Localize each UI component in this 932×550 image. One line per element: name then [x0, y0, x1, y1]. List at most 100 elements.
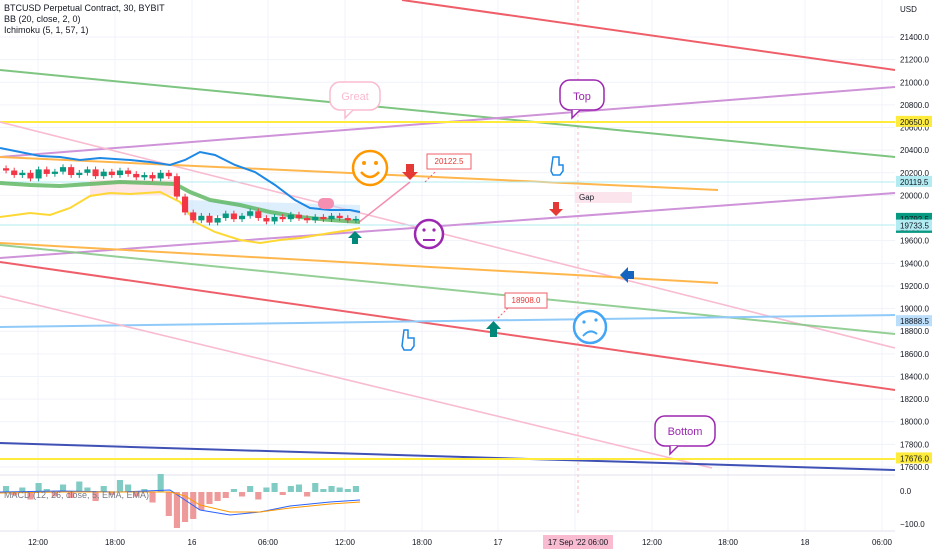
- time-highlight-label: 17 Sep '22 06:00: [548, 538, 609, 547]
- price-tick-1: 21200.0: [900, 56, 929, 65]
- legend-bb[interactable]: BB (20, close, 2, 0): [4, 14, 81, 24]
- blue-arrow-left-icon: [620, 267, 634, 283]
- candle-body: [11, 170, 18, 176]
- candle-body: [214, 218, 221, 223]
- price-label-bg-0: [896, 115, 932, 127]
- macd-hist-bar: [238, 492, 246, 497]
- candle-body: [344, 218, 351, 221]
- price-tick-17: 17800.0: [900, 440, 929, 449]
- trendline-pink-lower: [0, 295, 713, 469]
- macd-hist-bar: [27, 492, 34, 500]
- arrow-line-up: [357, 181, 411, 224]
- macd-hist-bar: [230, 489, 237, 492]
- candle-body: [279, 216, 286, 220]
- macd-hist-bar: [108, 492, 115, 495]
- macd-signal-line: [0, 491, 361, 513]
- candle-body: [312, 216, 319, 221]
- candle-body: [3, 168, 10, 171]
- macd-hist-bar: [19, 487, 26, 492]
- macd-hist-bar: [320, 489, 327, 492]
- macd-tick-1: −100.0: [900, 520, 925, 529]
- trendline-navy: [0, 442, 896, 471]
- gap-box: [575, 192, 632, 203]
- macd-hist-bar: [352, 486, 359, 492]
- trendline-green-upper: [0, 69, 896, 158]
- candle-body: [92, 169, 99, 177]
- gap-label: Gap: [579, 193, 595, 202]
- candle-body: [190, 212, 197, 221]
- macd-hist-bar: [287, 486, 294, 492]
- macd-hist-bar: [116, 480, 124, 492]
- price-tick-2: 21000.0: [900, 78, 929, 87]
- candle-body: [100, 171, 107, 177]
- price-axis-unit: USD: [900, 5, 917, 14]
- price-tick-6: 20200.0: [900, 169, 929, 178]
- macd-hist-bar: [157, 474, 164, 492]
- macd-hist-bar: [222, 492, 229, 498]
- candle-body: [328, 215, 335, 220]
- bb-upper-line: [0, 147, 361, 213]
- time-tick-8: 12:00: [642, 538, 663, 547]
- trendline-red-lower: [0, 261, 896, 391]
- smiley-sad-icon: [572, 309, 608, 345]
- time-axis-ticks: 12:00 18:00 16 06:00 12:00 18:00 17 06:00 12:00 1…: [28, 538, 893, 547]
- macd-hist-bar: [76, 481, 83, 492]
- macd-hist-bar: [59, 484, 67, 492]
- macd-pane: [3, 474, 359, 528]
- macd-hist-bar: [271, 483, 278, 492]
- candle-body: [149, 175, 156, 179]
- legend-symbol[interactable]: BTCUSD Perpetual Contract, 30, BYBIT: [4, 3, 165, 13]
- price-label-2: 19792.5: [900, 215, 929, 224]
- time-tick-0: 12:00: [28, 538, 49, 547]
- price-axis-ticks: 21400.0 21200.0 21000.0 20800.0 20600.0 20400…: [900, 33, 929, 472]
- candle-body: [271, 216, 278, 222]
- macd-hist-bar: [328, 486, 335, 492]
- pointing-hand-icon: [550, 156, 564, 176]
- svg-text:Bottom: Bottom: [668, 426, 703, 438]
- price-tick-11: 19000.0: [900, 305, 929, 314]
- price-label-0: 20650.0: [900, 118, 929, 127]
- candle-body: [157, 172, 164, 179]
- macd-hist-bar: [100, 486, 107, 492]
- macd-hist-bar: [149, 492, 156, 503]
- arrows: [348, 164, 634, 337]
- svg-text:Great: Great: [341, 91, 369, 103]
- macd-hist-bar: [263, 487, 270, 492]
- trendline-orange-lower: [0, 242, 719, 284]
- time-tick-5: 18:00: [412, 538, 433, 547]
- legend-macd[interactable]: MACD (12, 26, close, 5, EMA, EMA): [4, 490, 150, 500]
- candle-body: [336, 215, 343, 219]
- time-tick-3: 06:00: [258, 538, 279, 547]
- legend-ichimoku[interactable]: Ichimoku (5, 1, 57, 1): [4, 25, 89, 35]
- macd-hist-bar: [247, 486, 254, 492]
- macd-hist-bar: [11, 492, 18, 495]
- candle-body: [84, 169, 91, 173]
- candle-body: [43, 169, 50, 174]
- candle-body: [263, 218, 270, 222]
- price-label-bg-3: [896, 219, 932, 231]
- price-axis-labels: 20650.020119.519792.518:3019733.518888.5…: [896, 115, 932, 464]
- candle-body: [19, 172, 26, 176]
- price-label-5: 17676.0: [900, 454, 929, 463]
- time-tick-6: 17: [494, 538, 503, 547]
- legend: BTCUSD Perpetual Contract, 30, BYBIT BB …: [4, 3, 165, 36]
- macd-hist-bar: [3, 486, 10, 492]
- price-tag-1: 20122.5: [426, 153, 472, 170]
- macd-hist-bar: [336, 487, 343, 492]
- trendline-purple-lower: [0, 192, 896, 259]
- pig-icon: [318, 198, 334, 209]
- time-tick-1: 18:00: [105, 538, 126, 547]
- time-tick-10: 18: [801, 538, 810, 547]
- candle-body: [182, 196, 189, 213]
- price-tick-14: 18400.0: [900, 372, 929, 381]
- candle-body: [198, 215, 205, 221]
- macd-hist-bar: [35, 483, 42, 492]
- macd-hist-bar: [182, 492, 189, 522]
- macd-hist-bar: [279, 492, 286, 495]
- candle-body: [295, 214, 303, 219]
- trendline-red-top: [401, 0, 896, 71]
- macd-hist-bar: [68, 492, 75, 498]
- candle-body: [287, 214, 294, 220]
- macd-hist-bar: [92, 492, 99, 501]
